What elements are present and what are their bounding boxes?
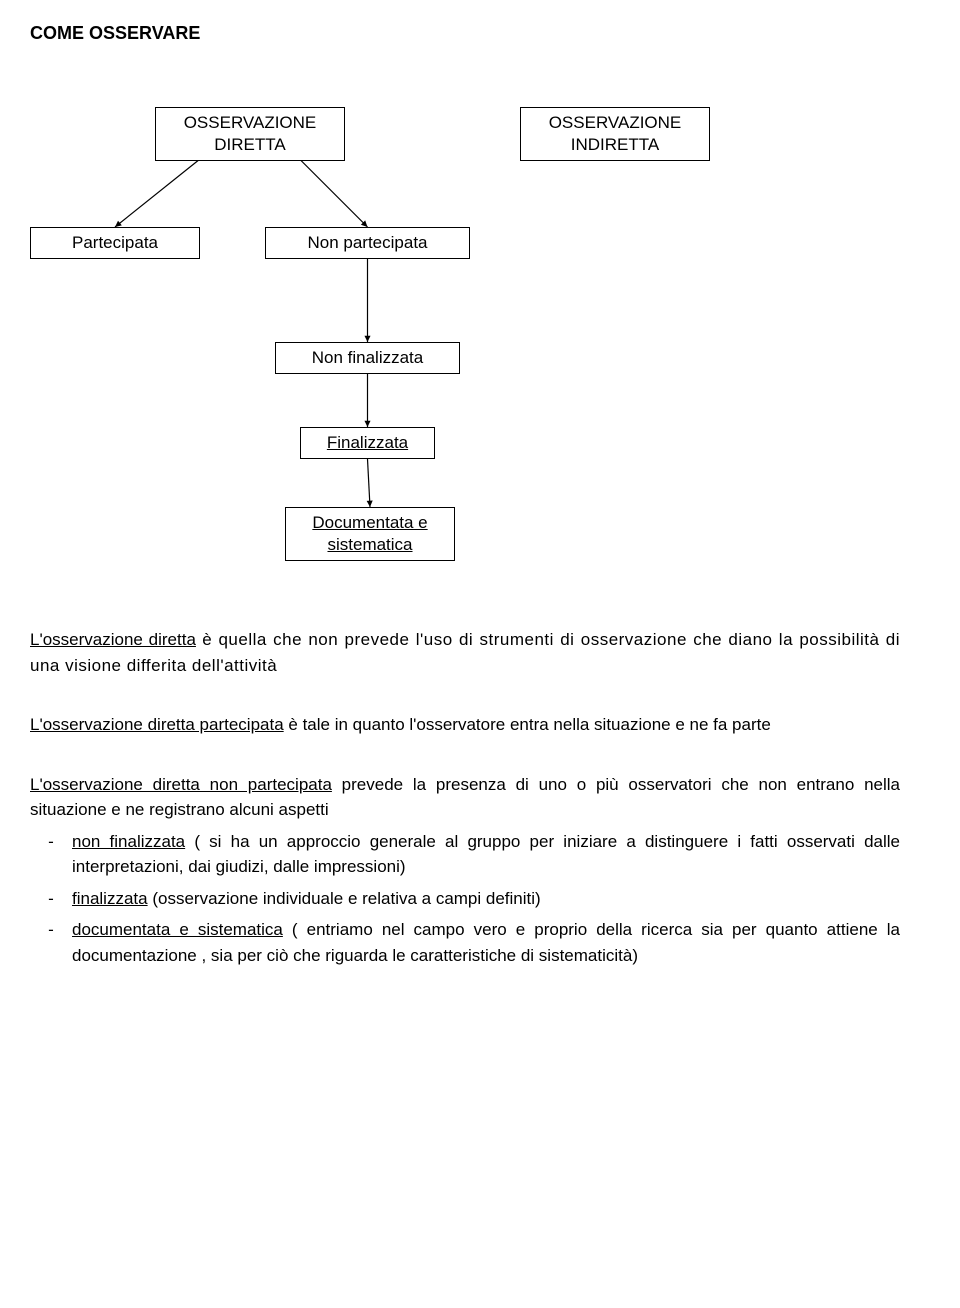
paragraph-3: L'osservazione diretta non partecipata p… (30, 772, 900, 823)
term: non finalizzata (72, 832, 185, 851)
term-diretta: L'osservazione diretta (30, 630, 196, 649)
bullet-dash-icon: - (30, 886, 72, 912)
node-non-finalizzata: Non finalizzata (275, 342, 460, 374)
text: (osservazione individuale e relativa a c… (148, 889, 541, 908)
flowchart: OSSERVAZIONEDIRETTA OSSERVAZIONEINDIRETT… (30, 107, 900, 587)
list-text: non finalizzata ( si ha un approccio gen… (72, 829, 900, 880)
node-partecipata: Partecipata (30, 227, 200, 259)
connectors-layer (30, 107, 900, 587)
list-item-documentata: - documentata e sistematica ( entriamo n… (30, 917, 900, 968)
text: è tale in quanto l'osservatore entra nel… (284, 715, 771, 734)
term: documentata e sistematica (72, 920, 283, 939)
list-text: finalizzata (osservazione individuale e … (72, 886, 900, 912)
page-title: COME OSSERVARE (30, 20, 900, 47)
term: finalizzata (72, 889, 148, 908)
body-text: L'osservazione diretta è quella che non … (30, 627, 900, 968)
bullet-dash-icon: - (30, 917, 72, 968)
list-text: documentata e sistematica ( entriamo nel… (72, 917, 900, 968)
list-item-non-finalizzata: - non finalizzata ( si ha un approccio g… (30, 829, 900, 880)
node-osservazione-diretta: OSSERVAZIONEDIRETTA (155, 107, 345, 161)
node-documentata: Documentata esistematica (285, 507, 455, 561)
bullet-dash-icon: - (30, 829, 72, 880)
paragraph-2: L'osservazione diretta partecipata è tal… (30, 712, 900, 738)
term-partecipata: L'osservazione diretta partecipata (30, 715, 284, 734)
node-non-partecipata: Non partecipata (265, 227, 470, 259)
node-osservazione-indiretta: OSSERVAZIONEINDIRETTA (520, 107, 710, 161)
text: ( si ha un approccio generale al gruppo … (72, 832, 900, 877)
paragraph-1: L'osservazione diretta è quella che non … (30, 627, 900, 678)
list-item-finalizzata: - finalizzata (osservazione individuale … (30, 886, 900, 912)
term-non-partecipata: L'osservazione diretta non partecipata (30, 775, 332, 794)
node-finalizzata: Finalizzata (300, 427, 435, 459)
